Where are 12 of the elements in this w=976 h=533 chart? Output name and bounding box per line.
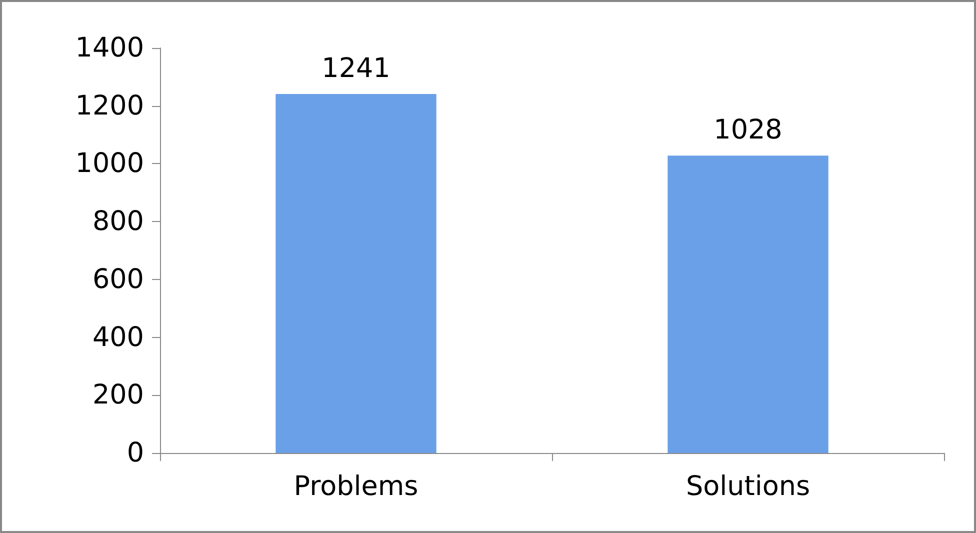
y-tick-label: 0 bbox=[126, 438, 144, 468]
y-tick-label: 200 bbox=[92, 380, 144, 411]
y-tick-label: 1000 bbox=[75, 148, 144, 180]
y-tick-label: 800 bbox=[92, 206, 144, 238]
x-tick-label: Solutions bbox=[686, 471, 810, 502]
data-label: 1028 bbox=[714, 114, 782, 146]
y-tick-label: 1200 bbox=[75, 90, 144, 122]
y-tick-label: 600 bbox=[92, 264, 144, 295]
x-tick-label: Problems bbox=[294, 471, 418, 502]
y-tick-label: 1400 bbox=[75, 32, 144, 64]
y-tick-label: 400 bbox=[92, 322, 144, 353]
data-label: 1241 bbox=[322, 52, 390, 84]
